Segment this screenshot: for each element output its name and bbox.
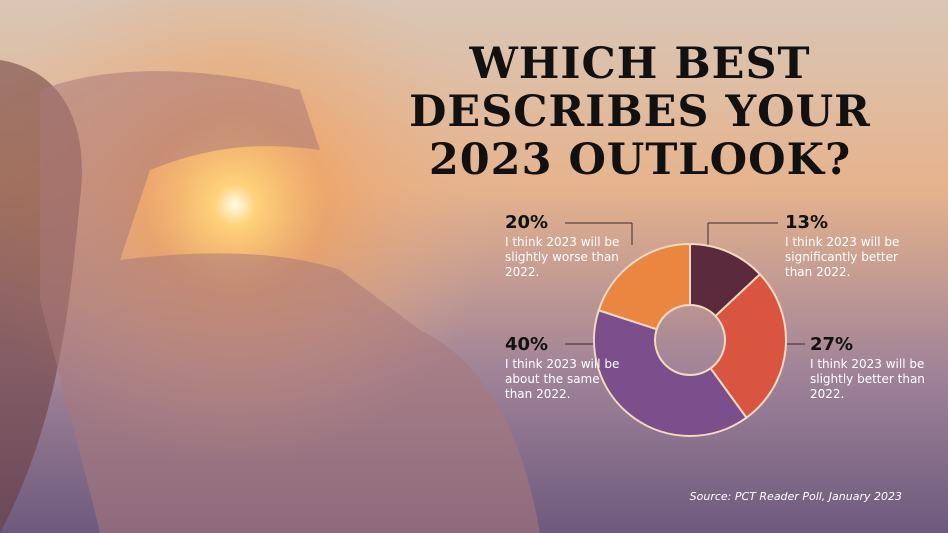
category-label: I think 2023 will be slightly better tha… xyxy=(810,357,925,401)
donut-slice xyxy=(593,309,748,437)
percent-label: 40% xyxy=(505,334,549,355)
donut-slice xyxy=(597,242,691,331)
percent-label: 20% xyxy=(505,212,549,233)
category-label: I think 2023 will be slightly worse than… xyxy=(505,235,620,279)
slice-label: 20% I think 2023 will be slightly worse t… xyxy=(505,212,630,280)
percent-label: 27% xyxy=(810,334,854,355)
donut-slice xyxy=(709,272,787,420)
category-label: I think 2023 will be about the same than… xyxy=(505,357,620,401)
category-label: I think 2023 will be significantly bette… xyxy=(785,235,900,279)
slice-label: 13% I think 2023 will be significantly be… xyxy=(785,212,910,280)
source-note: Source: PCT Reader Poll, January 2023 xyxy=(689,490,902,503)
hands xyxy=(40,71,540,533)
slice-label: 40% I think 2023 will be about the same t… xyxy=(505,334,630,402)
percent-label: 13% xyxy=(785,212,829,233)
slice-label: 27% I think 2023 will be slightly better … xyxy=(810,334,935,402)
chart-title: WHICH BEST DESCRIBES YOUR 2023 OUTLOOK? xyxy=(409,39,871,185)
